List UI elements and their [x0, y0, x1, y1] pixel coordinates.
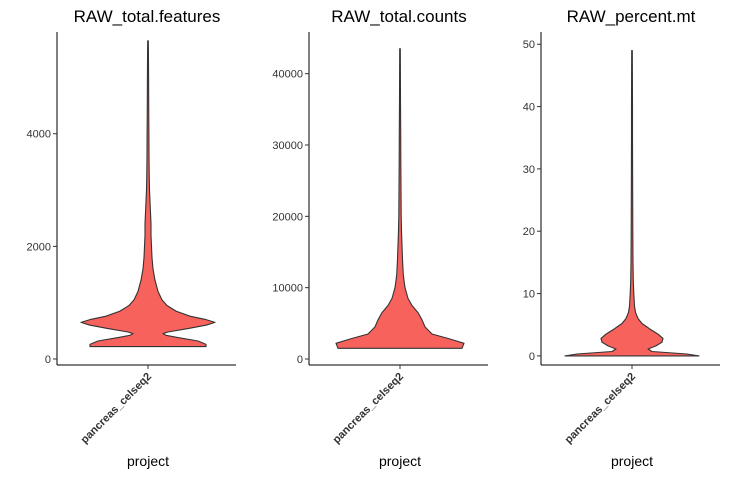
panel-2: RAW_total.counts 0 10000 20000 30000 40000 pan… — [272, 7, 488, 469]
x-tick-label: pancreas_celseq2 — [563, 371, 639, 447]
x-axis-label: project — [379, 453, 421, 469]
y-tick-label: 40000 — [272, 69, 303, 81]
panel-1: RAW_total.features 0 2000 4000 pancreas_cels… — [27, 7, 236, 469]
panel-title: RAW_total.counts — [331, 7, 466, 26]
violin-shape — [335, 48, 465, 349]
panel-title: RAW_total.features — [74, 7, 221, 26]
y-tick-label: 10 — [523, 289, 535, 301]
y-tick-label: 50 — [523, 39, 535, 51]
y-tick-label: 40 — [523, 102, 535, 114]
y-tick-label: 0 — [45, 354, 51, 366]
y-tick-label: 0 — [297, 354, 303, 366]
y-tick-label: 2000 — [27, 241, 51, 253]
y-tick-label: 20000 — [272, 211, 303, 223]
violin-shape — [564, 49, 700, 357]
y-tick-label: 30000 — [272, 140, 303, 152]
violin-shape — [80, 40, 216, 348]
x-axis-label: project — [611, 453, 653, 469]
y-tick-label: 0 — [529, 351, 535, 363]
x-axis-label: project — [127, 453, 169, 469]
y-tick-label: 10000 — [272, 283, 303, 295]
y-tick-label: 30 — [523, 164, 535, 176]
y-tick-label: 20 — [523, 226, 535, 238]
panel-3: RAW_percent.mt 0 10 20 30 40 50 pancreas_celseq… — [523, 7, 720, 469]
x-tick-label: pancreas_celseq2 — [79, 371, 155, 447]
panel-title: RAW_percent.mt — [567, 7, 696, 26]
x-tick-label: pancreas_celseq2 — [331, 371, 407, 447]
y-tick-label: 4000 — [27, 129, 51, 141]
